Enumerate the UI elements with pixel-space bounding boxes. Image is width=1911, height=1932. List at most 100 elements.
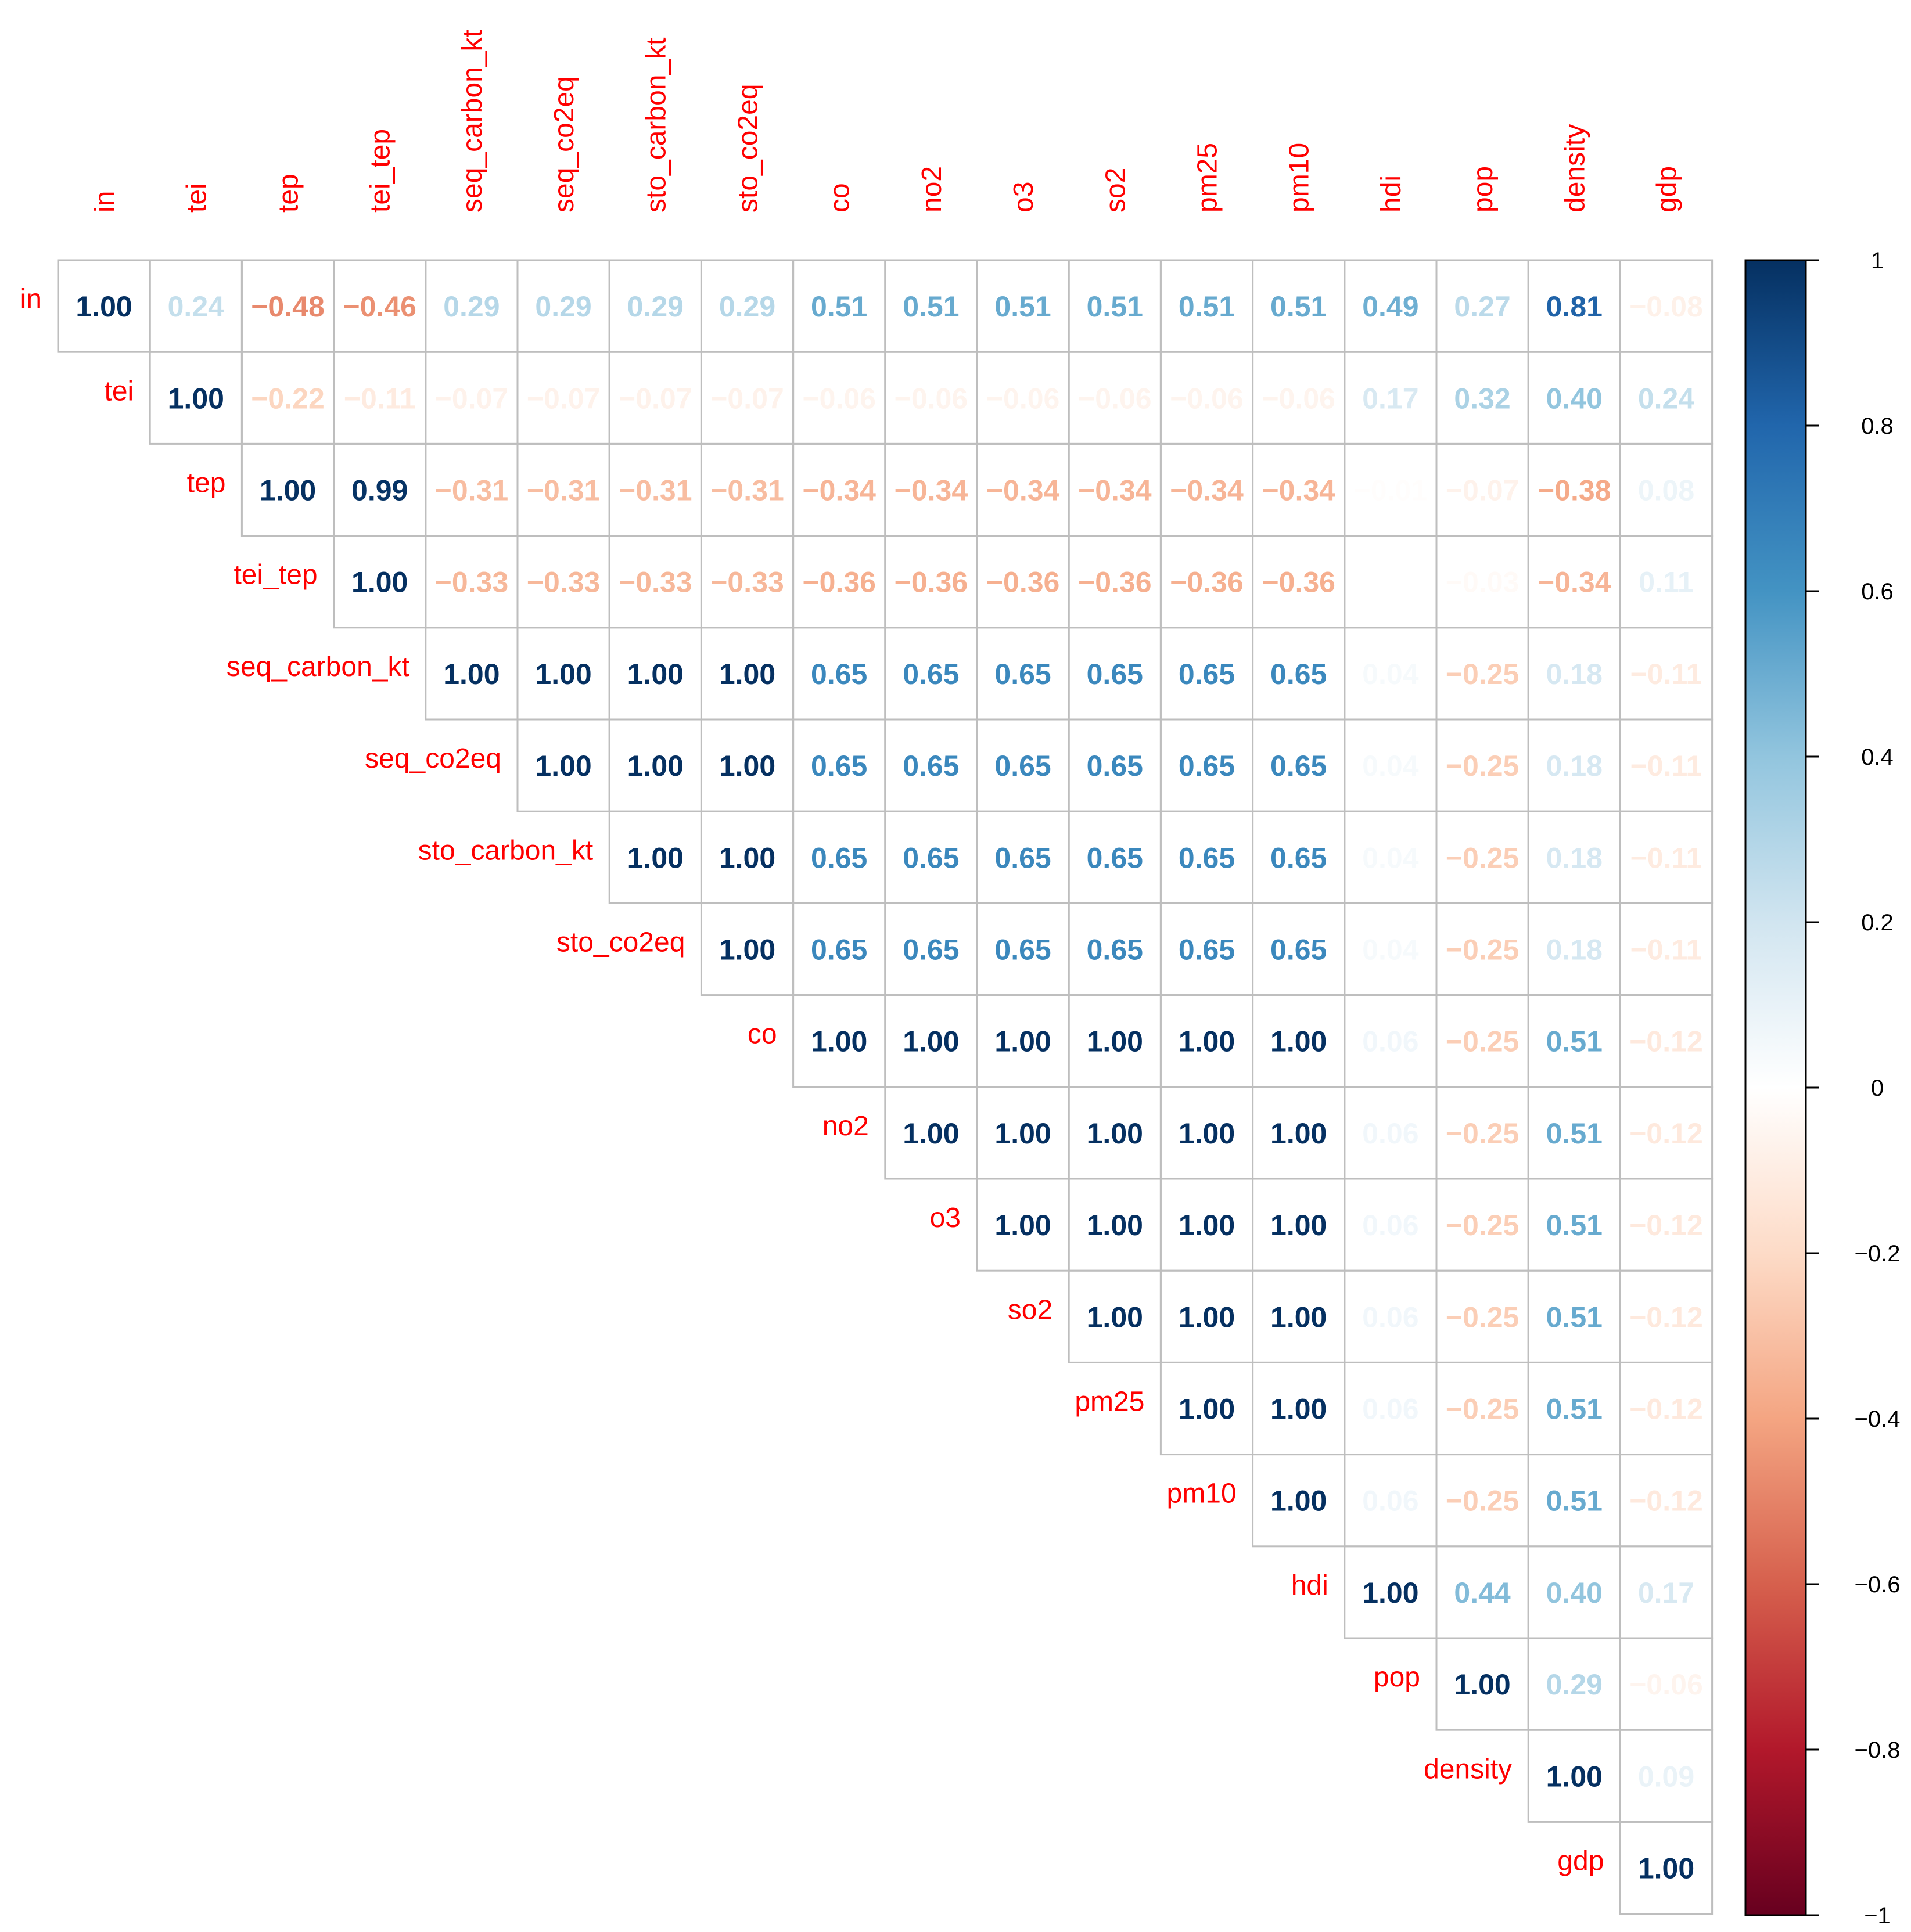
cell-value: 1.00 <box>1270 1485 1327 1517</box>
cell-value: −0.03 <box>1446 566 1520 599</box>
cell-value: 0.65 <box>1270 934 1327 966</box>
column-label-tei-tep: tei_tep <box>365 129 396 213</box>
cell-value: −0.25 <box>1446 1301 1520 1333</box>
cell-value: 0.29 <box>443 290 500 323</box>
row-label-sto-co2eq: sto_co2eq <box>556 927 685 958</box>
cell-value: −0.34 <box>1170 474 1244 507</box>
cell-value: −0.11 <box>1630 750 1702 782</box>
colorbar-tick-label: 0.6 <box>1861 579 1894 605</box>
cell-value: −0.33 <box>527 566 601 599</box>
cell-value: 1.00 <box>535 750 591 782</box>
colorbar-tick-label: 0.4 <box>1861 744 1894 770</box>
cell-value: −0.33 <box>619 566 692 599</box>
cell-value: 1.00 <box>903 1117 959 1150</box>
cell-value: −0.36 <box>1262 566 1335 599</box>
cell-value: 1.00 <box>351 566 408 599</box>
cell-value: 0.65 <box>1270 750 1327 782</box>
cell-value: −0.34 <box>1538 566 1611 599</box>
cell-value: −0.11 <box>344 382 416 415</box>
cell-value: −0.25 <box>1446 1026 1520 1058</box>
cell-value: −0.06 <box>1629 1668 1703 1701</box>
cell-value: 1.00 <box>627 658 684 690</box>
row-label-seq-carbon-kt: seq_carbon_kt <box>227 652 410 682</box>
cell-value: 1.00 <box>627 750 684 782</box>
cell-value: −0.31 <box>710 474 784 507</box>
cell-value: −0.25 <box>1446 1117 1520 1150</box>
matrix-grid: 1.00 0.24 −0.48 −0.46 0.29 0.29 0.29 0.29 0.51 0.… <box>57 259 1714 1915</box>
cell-value: −0.07 <box>1446 474 1520 507</box>
colorbar-tick-label: −0.6 <box>1855 1572 1901 1598</box>
cell-value: 0.65 <box>994 934 1051 966</box>
cell-value: 0.04 <box>1362 658 1419 690</box>
cell-value: 0.06 <box>1362 1301 1418 1333</box>
row-label-hdi: hdi <box>1291 1570 1328 1601</box>
cell-value: −0.25 <box>1446 1393 1520 1426</box>
cell-value: 0.49 <box>1362 290 1418 323</box>
colorbar: 1 0.8 0.6 0.4 0.2 0 −0.2 −0.4 −0.6 −0.8 −1 <box>1744 248 1901 1929</box>
cell-value: 0.00 <box>1362 566 1418 599</box>
colorbar-tick-label: 1 <box>1871 248 1884 274</box>
row-label-pop: pop <box>1374 1662 1420 1693</box>
cell-value: 1.00 <box>719 934 775 966</box>
cell-value: 0.04 <box>1362 934 1419 966</box>
cell-value: 1.00 <box>1454 1668 1510 1701</box>
cell-value: 0.29 <box>1546 1668 1603 1701</box>
cell-value: 0.65 <box>1179 841 1235 874</box>
cell-value: −0.25 <box>1446 934 1520 966</box>
column-label-sto-co2eq: sto_co2eq <box>733 84 764 213</box>
cell-value: −0.33 <box>710 566 784 599</box>
cell-value: 0.51 <box>1546 1026 1603 1058</box>
cell-value: 0.06 <box>1362 1117 1418 1150</box>
cell-value: 0.29 <box>535 290 591 323</box>
cell-value: 1.00 <box>1179 1301 1235 1333</box>
cell-value: −0.31 <box>435 474 509 507</box>
colorbar-tick-label: −0.8 <box>1855 1737 1901 1763</box>
row-label-sto-carbon-kt: sto_carbon_kt <box>418 835 594 866</box>
cell-value: 0.65 <box>903 658 959 690</box>
cell-value: −0.31 <box>527 474 601 507</box>
cell-value: 0.51 <box>1546 1209 1603 1242</box>
cell-value: 0.81 <box>1546 290 1603 323</box>
cell-value: 1.00 <box>1362 1577 1418 1609</box>
cell-value: 0.32 <box>1454 382 1510 415</box>
cell-value: 0.18 <box>1546 750 1603 782</box>
cell-value: −0.25 <box>1446 658 1520 690</box>
cell-value: 0.24 <box>168 290 225 323</box>
column-label-pm25: pm25 <box>1192 143 1223 213</box>
cell-value: 1.00 <box>535 658 591 690</box>
cell-value: −0.34 <box>1078 474 1152 507</box>
cell-value: 0.51 <box>994 290 1051 323</box>
cell-value: 0.65 <box>994 750 1051 782</box>
cell-value: −0.34 <box>986 474 1060 507</box>
cell-value: 1.00 <box>627 841 684 874</box>
cell-value: 1.00 <box>994 1209 1051 1242</box>
cell-value: 0.51 <box>1546 1393 1603 1426</box>
column-label-co: co <box>825 183 856 213</box>
cell-value: 1.00 <box>1087 1026 1143 1058</box>
cell-value: −0.34 <box>802 474 876 507</box>
cell-value: −0.48 <box>251 290 325 323</box>
cell-value: −0.25 <box>1446 750 1520 782</box>
row-label-so2: so2 <box>1008 1294 1053 1325</box>
row-label-gdp: gdp <box>1557 1846 1604 1877</box>
cell-value: 1.00 <box>1087 1117 1143 1150</box>
cell-value: 0.04 <box>1362 841 1419 874</box>
cell-value: 1.00 <box>719 658 775 690</box>
cell-value: −0.12 <box>1629 1393 1703 1426</box>
cell-value: −0.25 <box>1446 1209 1520 1242</box>
cell-value: 0.18 <box>1546 841 1603 874</box>
cell-value: 0.04 <box>1362 750 1419 782</box>
row-label-seq-co2eq: seq_co2eq <box>365 743 501 774</box>
cell-value: 0.06 <box>1362 1209 1418 1242</box>
cell-value: 0.65 <box>903 934 959 966</box>
cell-value: 0.40 <box>1546 382 1603 415</box>
row-label-co: co <box>748 1019 777 1050</box>
cell-value: 1.00 <box>1087 1301 1143 1333</box>
row-label-no2: no2 <box>822 1111 869 1142</box>
column-label-seq-co2eq: seq_co2eq <box>549 76 580 213</box>
cell-value: 1.00 <box>1546 1760 1603 1793</box>
column-label-hdi: hdi <box>1376 175 1407 213</box>
cell-value: 0.40 <box>1546 1577 1603 1609</box>
cell-value: 1.00 <box>719 841 775 874</box>
